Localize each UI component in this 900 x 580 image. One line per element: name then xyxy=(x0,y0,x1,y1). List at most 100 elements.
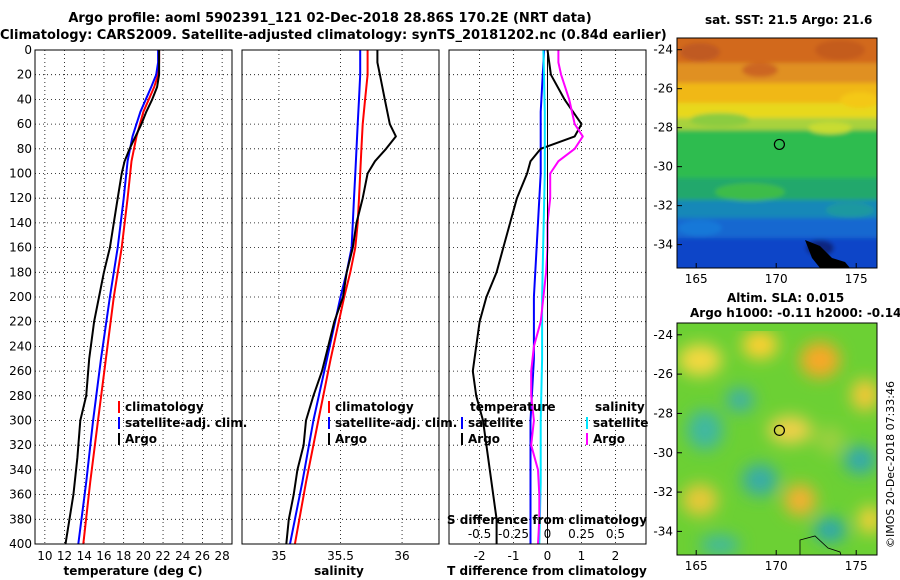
depth-tick-label: 140 xyxy=(9,216,32,230)
temperature-xlabel: temperature (deg C) xyxy=(64,564,203,578)
x-tick-label: -2 xyxy=(474,549,486,563)
depth-tick-label: 80 xyxy=(17,142,32,156)
x-tick-label: 12 xyxy=(57,549,72,563)
map-lon-label: 165 xyxy=(685,559,708,573)
map-lat-label: -34 xyxy=(653,524,673,538)
sla-map-title-line-1: Altim. SLA: 0.015 xyxy=(727,291,845,305)
series-line-argo xyxy=(285,50,397,544)
series-line-t-satellite xyxy=(529,50,546,544)
s-tick-label: -0.5 xyxy=(468,527,491,541)
map-lat-label: -24 xyxy=(653,328,673,342)
x-tick-label: 14 xyxy=(77,549,92,563)
legend2-climatology: climatology xyxy=(335,400,414,414)
depth-tick-label: 260 xyxy=(9,364,32,378)
s-difference-xlabel: S difference from climatology xyxy=(447,513,647,527)
temperature-panel: 0 20 40 60 80 100 120 140 160 180 200 220 240 260 280 3… xyxy=(9,43,247,578)
legend3-s-satellite: satellite xyxy=(593,416,648,430)
x-tick-label: 26 xyxy=(195,549,210,563)
x-tick-label: 35.5 xyxy=(327,549,354,563)
depth-tick-label: 20 xyxy=(17,68,32,82)
sst-map: 165 170 175 -24 -26 -28 -30 -32 -34 xyxy=(653,37,878,286)
map-lat-label: -24 xyxy=(653,43,673,57)
map-lat-label: -32 xyxy=(653,199,673,213)
map-lon-label: 175 xyxy=(845,272,868,286)
series-line-s-satellite xyxy=(538,50,546,544)
depth-tick-label: 280 xyxy=(9,389,32,403)
salinity-frame xyxy=(241,49,440,545)
sla-argo-position-marker xyxy=(773,424,786,436)
legend3-salinity-title: salinity xyxy=(595,400,645,414)
depth-tick-label: 180 xyxy=(9,265,32,279)
legend3-temperature-title: temperature xyxy=(470,400,555,414)
figure-title-line-1: Argo profile: aoml 5902391_121 02-Dec-20… xyxy=(68,11,592,26)
imos-credit: ©IMOS 20-Dec-2018 07:33:46 xyxy=(884,381,897,548)
series-line-s-argo xyxy=(530,50,584,544)
series-line-satellite-adj-clim- xyxy=(289,50,362,544)
s-tick-label: 0.25 xyxy=(568,527,595,541)
legend2-argo: Argo xyxy=(335,432,367,446)
sst-map-title: sat. SST: 21.5 Argo: 21.6 xyxy=(705,13,873,27)
map-lat-label: -26 xyxy=(653,82,673,96)
map-lon-label: 170 xyxy=(765,559,788,573)
sla-map-title-line-2: Argo h1000: -0.11 h2000: -0.14 xyxy=(690,306,900,320)
map-lon-label: 175 xyxy=(845,559,868,573)
sst-argo-position-marker xyxy=(773,138,786,151)
x-tick-label: 20 xyxy=(136,549,151,563)
map-lat-label: -30 xyxy=(653,446,673,460)
s-tick-label: 0 xyxy=(544,527,552,541)
legend3-t-satellite: satellite xyxy=(468,416,523,430)
map-lat-label: -28 xyxy=(653,121,673,135)
map-lon-label: 165 xyxy=(685,272,708,286)
depth-tick-label: 60 xyxy=(17,117,32,131)
sla-coastline xyxy=(799,535,842,555)
salinity-panel: 35 35.5 36 salinity climatology satellite-… xyxy=(241,49,457,578)
depth-tick-label: 120 xyxy=(9,191,32,205)
series-line-t-argo xyxy=(471,50,583,544)
depth-tick-label: 160 xyxy=(9,241,32,255)
legend-satellite-adj-clim: satellite-adj. clim. xyxy=(125,416,247,430)
depth-tick-label: 0 xyxy=(24,43,32,57)
depth-tick-label: 240 xyxy=(9,339,32,353)
depth-tick-label: 340 xyxy=(9,463,32,477)
series-line-satellite-adj-clim- xyxy=(77,50,160,544)
x-tick-label: 10 xyxy=(37,549,52,563)
x-tick-label: 18 xyxy=(116,549,131,563)
series-line-climatology xyxy=(293,50,369,544)
series-line-climatology xyxy=(82,50,161,544)
sst-land-mask xyxy=(805,240,850,268)
map-lat-label: -26 xyxy=(653,367,673,381)
difference-panel: -2 -1 0 1 2 -0.5 -0.25 0 0.25 0.5 T difference fr… xyxy=(447,49,648,578)
x-tick-label: 22 xyxy=(155,549,170,563)
depth-tick-label: 360 xyxy=(9,488,32,502)
temperature-grid xyxy=(35,49,232,545)
legend3-s-argo: Argo xyxy=(593,432,625,446)
sla-map: 165 170 175 -24 -26 -28 -30 -32 -34 xyxy=(653,322,878,573)
depth-tick-label: 220 xyxy=(9,315,32,329)
x-tick-label: 28 xyxy=(215,549,230,563)
x-tick-label: -1 xyxy=(508,549,520,563)
s-tick-label: 0.5 xyxy=(606,527,625,541)
temperature-frame xyxy=(34,49,233,545)
map-lat-label: -34 xyxy=(653,238,673,252)
x-tick-label: 2 xyxy=(612,549,620,563)
map-lat-label: -32 xyxy=(653,485,673,499)
salinity-xlabel: salinity xyxy=(314,564,364,578)
sst-map-frame xyxy=(676,37,878,269)
map-lat-label: -28 xyxy=(653,406,673,420)
depth-tick-label: 400 xyxy=(9,537,32,551)
x-tick-label: 35 xyxy=(271,549,286,563)
x-tick-label: 16 xyxy=(96,549,111,563)
x-tick-label: 1 xyxy=(578,549,586,563)
map-lon-label: 170 xyxy=(765,272,788,286)
depth-tick-label: 200 xyxy=(9,290,32,304)
depth-tick-label: 320 xyxy=(9,438,32,452)
legend2-satellite-adj-clim: satellite-adj. clim. xyxy=(335,416,457,430)
depth-tick-label: 380 xyxy=(9,512,32,526)
x-tick-label: 24 xyxy=(175,549,190,563)
sla-map-frame xyxy=(676,322,878,556)
legend-climatology: climatology xyxy=(125,400,204,414)
s-tick-label: -0.25 xyxy=(498,527,529,541)
x-tick-label: 0 xyxy=(544,549,552,563)
x-tick-label: 36 xyxy=(394,549,409,563)
